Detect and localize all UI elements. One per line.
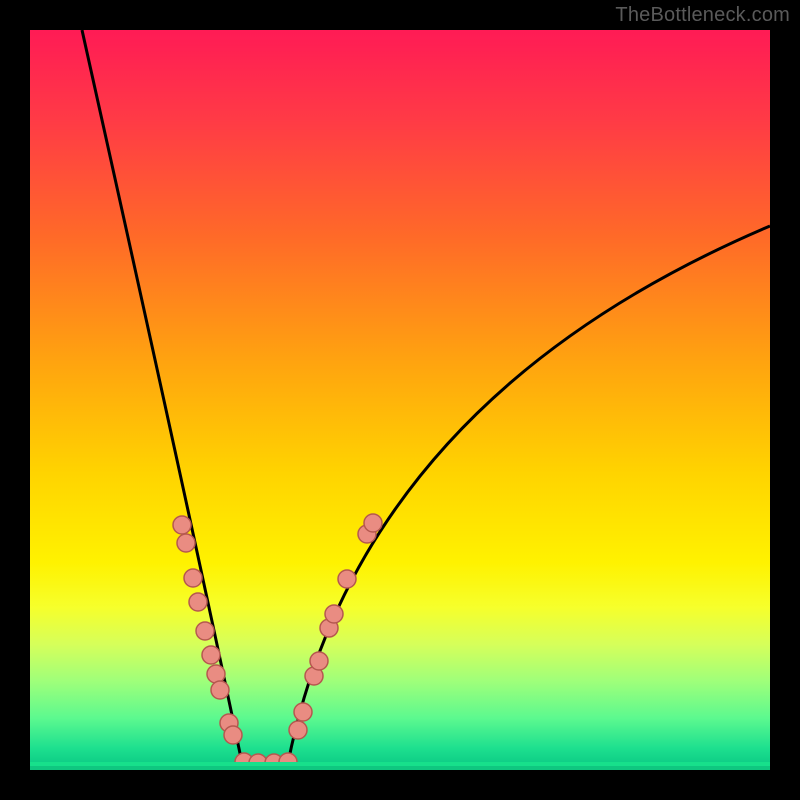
plot-area [30, 30, 770, 770]
data-marker [202, 646, 220, 664]
data-marker [325, 605, 343, 623]
data-marker [173, 516, 191, 534]
data-marker [289, 721, 307, 739]
watermark-text: TheBottleneck.com [615, 4, 790, 27]
data-marker [211, 681, 229, 699]
data-marker [177, 534, 195, 552]
marker-group [173, 514, 382, 770]
bottom-stripe [30, 766, 770, 770]
data-marker [189, 593, 207, 611]
data-marker [196, 622, 214, 640]
chart-svg [30, 30, 770, 770]
data-marker [310, 652, 328, 670]
data-marker [294, 703, 312, 721]
data-marker [184, 569, 202, 587]
data-marker [224, 726, 242, 744]
data-marker [338, 570, 356, 588]
data-marker [207, 665, 225, 683]
data-marker [364, 514, 382, 532]
curve-right-branch [288, 226, 770, 763]
